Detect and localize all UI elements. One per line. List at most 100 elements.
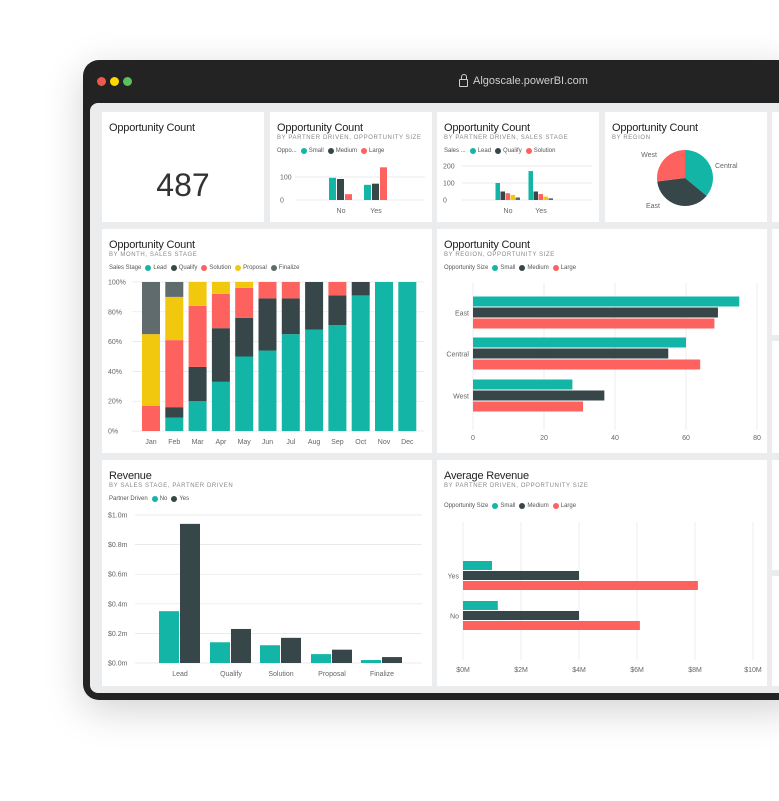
bar-no-large[interactable]: [345, 194, 352, 200]
bar-may-lead[interactable]: [235, 356, 254, 432]
legend-item[interactable]: Medium: [519, 265, 549, 271]
minimize-window-dot[interactable]: [110, 77, 119, 86]
pie-slice-east[interactable]: [657, 178, 707, 206]
chart-partner-size[interactable]: 0 100 No Yes: [270, 112, 432, 222]
bar-no-lead[interactable]: [495, 183, 501, 200]
bar-jul-lead[interactable]: [281, 334, 300, 431]
bar-sep-qualify[interactable]: [328, 295, 347, 326]
bar-qualify-no[interactable]: [210, 642, 230, 663]
bar-east-large[interactable]: [473, 318, 715, 329]
bar-solution-no[interactable]: [260, 645, 280, 663]
legend-item[interactable]: Solution: [525, 148, 555, 154]
card-count-by-region-size[interactable]: Opportunity Count BY REGION, OPPORTUNITY…: [437, 229, 767, 453]
bar-apr-lead[interactable]: [211, 381, 230, 431]
bar-no-small[interactable]: [463, 601, 498, 610]
legend-item[interactable]: Large: [552, 265, 576, 271]
bar-oct-lead[interactable]: [351, 295, 370, 431]
bar-jun-solution[interactable]: [258, 282, 277, 299]
bar-yes-medium[interactable]: [372, 183, 379, 200]
bar-central-small[interactable]: [473, 337, 686, 348]
card-count-by-month[interactable]: Opportunity Count BY MONTH, SALES STAGE …: [102, 229, 432, 453]
legend-item[interactable]: Medium: [519, 503, 549, 509]
bar-west-small[interactable]: [473, 379, 573, 390]
card-count-by-partner-stage[interactable]: Opportunity Count BY PARTNER DRIVEN, SAL…: [437, 112, 599, 222]
bar-no-medium[interactable]: [337, 179, 344, 200]
bar-yes-solution[interactable]: [538, 194, 544, 200]
card-revenue[interactable]: Revenue BY SALES STAGE, PARTNER DRIVEN P…: [102, 460, 432, 686]
legend-item[interactable]: Large: [552, 503, 576, 509]
bar-central-large[interactable]: [473, 359, 701, 370]
bar-mar-qualify[interactable]: [188, 366, 207, 402]
chart-average-revenue[interactable]: $0M $2M $4M $6M $8M $10M Yes No: [437, 460, 767, 686]
bar-yes-small[interactable]: [364, 184, 371, 200]
legend-item[interactable]: Yes: [171, 496, 189, 502]
card-average-revenue[interactable]: Average Revenue BY PARTNER DRIVEN, OPPOR…: [437, 460, 767, 686]
bar-yes-proposal[interactable]: [543, 196, 549, 200]
chart-region-size[interactable]: 0 20 40 60 80 East Central West: [437, 229, 767, 453]
bar-yes-large[interactable]: [463, 581, 698, 590]
legend-item[interactable]: Proposal: [235, 265, 267, 271]
bar-apr-solution[interactable]: [211, 293, 230, 329]
legend-item[interactable]: Qualify: [170, 265, 197, 271]
bar-feb-proposal[interactable]: [165, 296, 184, 341]
bar-lead-yes[interactable]: [180, 523, 200, 663]
partial-card[interactable]: [772, 341, 779, 453]
bar-feb-lead[interactable]: [165, 417, 184, 431]
bar-feb-solution[interactable]: [165, 340, 184, 408]
bar-west-large[interactable]: [473, 401, 584, 412]
bar-east-small[interactable]: [473, 296, 740, 307]
bar-mar-proposal[interactable]: [188, 282, 207, 306]
bar-east-medium[interactable]: [473, 307, 718, 318]
legend-item[interactable]: Lead: [145, 265, 167, 271]
bar-yes-qualify[interactable]: [533, 191, 539, 201]
bar-dec-lead[interactable]: [398, 282, 417, 431]
close-window-dot[interactable]: [97, 77, 106, 86]
bar-solution-yes[interactable]: [281, 637, 301, 663]
legend-item[interactable]: Solution: [201, 265, 231, 271]
legend-item[interactable]: Small: [300, 148, 324, 154]
legend-item[interactable]: Qualify: [495, 148, 522, 154]
chart-partner-stage[interactable]: 0 100 200 No Yes: [437, 112, 599, 222]
bar-central-medium[interactable]: [473, 348, 669, 359]
partial-card[interactable]: [772, 112, 779, 222]
maximize-window-dot[interactable]: [123, 77, 132, 86]
bar-may-proposal[interactable]: [235, 282, 254, 288]
legend-item[interactable]: Small: [492, 265, 515, 271]
bar-may-solution[interactable]: [235, 287, 254, 318]
bar-sep-solution[interactable]: [328, 282, 347, 296]
partial-card[interactable]: [772, 576, 779, 686]
bar-jul-solution[interactable]: [281, 282, 300, 299]
bar-jan-proposal[interactable]: [142, 334, 160, 406]
card-count-by-partner-size[interactable]: Opportunity Count BY PARTNER DRIVEN, OPP…: [270, 112, 432, 222]
bar-aug-qualify[interactable]: [305, 282, 324, 330]
legend-item[interactable]: Finalize: [270, 265, 299, 271]
address-bar[interactable]: Algoscale.powerBI.com: [459, 73, 588, 87]
bar-jan-finalize[interactable]: [142, 282, 160, 335]
chart-revenue[interactable]: $0.0m $0.2m $0.4m $0.6m $0.8m $1.0m Lead Qualif…: [102, 460, 432, 686]
bar-finalize-no[interactable]: [361, 660, 381, 663]
bar-aug-lead[interactable]: [305, 329, 324, 431]
bar-yes-large[interactable]: [380, 167, 387, 200]
card-opportunity-count[interactable]: Opportunity Count 487: [102, 112, 264, 222]
bar-proposal-no[interactable]: [311, 654, 331, 663]
bar-west-medium[interactable]: [473, 390, 605, 401]
bar-yes-finalize[interactable]: [548, 198, 554, 200]
bar-mar-solution[interactable]: [188, 305, 207, 367]
bar-nov-lead[interactable]: [375, 282, 393, 431]
bar-no-large[interactable]: [463, 621, 640, 630]
pie-slice-west[interactable]: [657, 150, 685, 182]
chart-month-stacked[interactable]: 0% 20% 40% 60% 80% 100% Jan Feb Mar Apr May Jun Jul A…: [102, 229, 432, 453]
bar-proposal-yes[interactable]: [332, 649, 352, 663]
bar-jul-qualify[interactable]: [281, 298, 300, 335]
legend-item[interactable]: Small: [492, 503, 515, 509]
bar-no-small[interactable]: [329, 177, 336, 200]
bar-qualify-yes[interactable]: [231, 628, 251, 663]
partial-card[interactable]: [772, 229, 779, 335]
chart-region-pie[interactable]: Central East West: [605, 112, 767, 222]
legend-item[interactable]: Lead: [469, 148, 491, 154]
bar-no-qualify[interactable]: [500, 191, 506, 201]
bar-jan-solution[interactable]: [142, 405, 160, 431]
legend-item[interactable]: Large: [361, 148, 384, 154]
bar-no-proposal[interactable]: [510, 194, 516, 200]
bar-yes-medium[interactable]: [463, 571, 579, 580]
